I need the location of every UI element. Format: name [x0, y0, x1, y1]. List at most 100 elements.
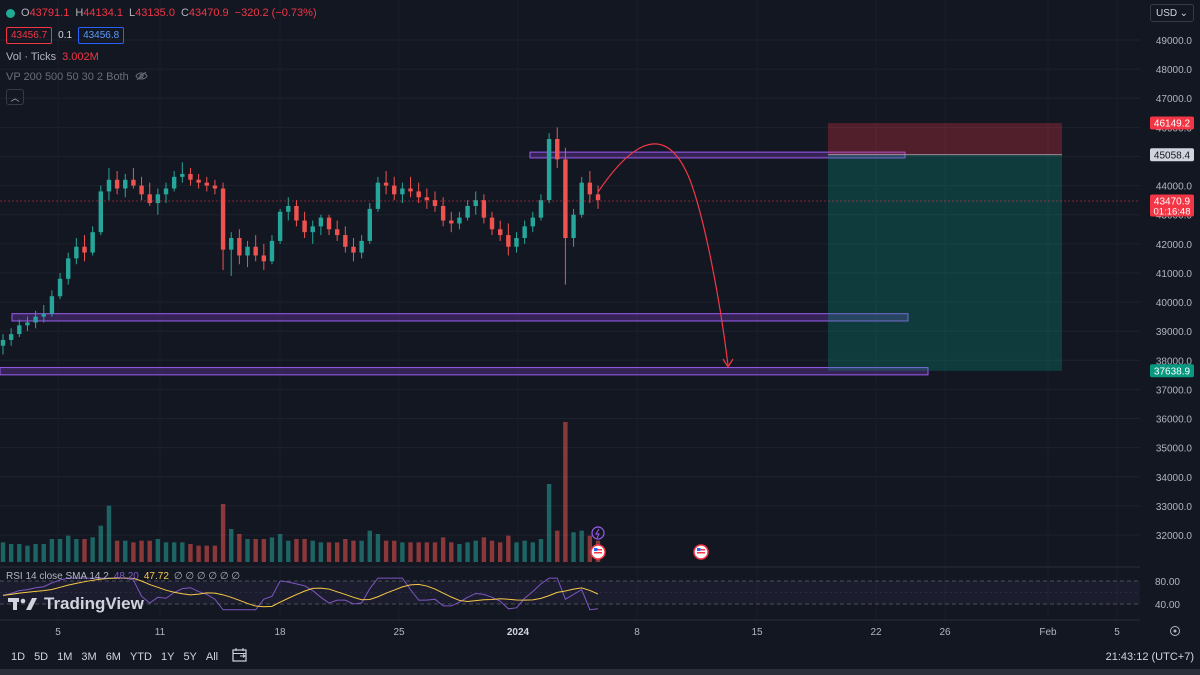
candle-body: [563, 159, 568, 238]
price-tick-label: 40000.0: [1156, 298, 1193, 309]
candle-body: [49, 296, 55, 314]
candle-body: [25, 322, 30, 326]
range-5d-button[interactable]: 5D: [34, 651, 49, 663]
price-tick-label: 42000.0: [1156, 240, 1193, 251]
time-tick-label: 22: [870, 627, 882, 638]
low-label: L: [129, 7, 136, 19]
volume-bar: [196, 545, 201, 562]
volume-bar: [204, 545, 209, 562]
range-ytd-button[interactable]: YTD: [129, 651, 152, 663]
change-value: −320.2 (−0.73%): [234, 7, 317, 19]
candle-body: [595, 194, 601, 201]
price-tick-label: 33000.0: [1156, 502, 1193, 513]
calendar-goto-icon[interactable]: [232, 648, 248, 666]
candle-body: [506, 235, 511, 247]
market-status-icon[interactable]: [6, 8, 15, 18]
volume-bar: [17, 544, 22, 562]
spread-value: 0.1: [58, 30, 73, 41]
low-value: 43135.0: [135, 7, 175, 19]
volume-indicator-legend[interactable]: Vol · Ticks 3.002M: [6, 50, 317, 64]
volume-bar: [392, 540, 397, 562]
price-tag-label: 45058.4: [1154, 150, 1191, 161]
rsi-pane: 80.00 40.00: [0, 566, 1180, 621]
volume-profile-legend[interactable]: VP 200 500 50 30 2 Both: [6, 70, 317, 84]
volume-bar: [66, 535, 71, 562]
range-1d-button[interactable]: 1D: [11, 651, 26, 663]
time-tick-label: 15: [751, 627, 763, 638]
range-5y-button[interactable]: 5Y: [183, 651, 197, 663]
price-tick-label: 37000.0: [1156, 385, 1193, 396]
volume-bar: [277, 534, 283, 562]
candle-body: [90, 232, 95, 253]
candle-body: [571, 214, 576, 238]
candle-body: [579, 182, 584, 215]
candle-body: [359, 240, 364, 253]
volume-bar: [424, 542, 430, 562]
range-6m-button[interactable]: 6M: [105, 651, 121, 663]
price-tick-label: 39000.0: [1156, 327, 1193, 338]
range-1y-button[interactable]: 1Y: [160, 651, 175, 663]
volume-bar: [538, 539, 544, 562]
support-resistance-zones: [0, 151, 929, 376]
volume-bar: [563, 422, 568, 562]
range-3m-button[interactable]: 3M: [81, 651, 97, 663]
candle-body: [457, 217, 462, 224]
candlestick-series: [0, 127, 601, 355]
collapse-legend-button[interactable]: ︿: [6, 89, 24, 105]
candle-body: [530, 217, 535, 227]
rsi-legend[interactable]: RSI 14 close SMA 14 2 48.20 47.72 ∅ ∅ ∅ …: [6, 571, 240, 582]
us-flag-stripe: [697, 552, 705, 554]
candle-body: [171, 176, 177, 189]
volume-bar: [334, 542, 340, 562]
candle-body: [147, 194, 152, 204]
volume-bar: [408, 542, 413, 562]
volume-bar: [41, 544, 46, 562]
candle-body: [204, 182, 209, 186]
volume-bar: [220, 504, 226, 562]
currency-selector[interactable]: USD ⌄: [1150, 4, 1194, 22]
us-flag-stripe: [594, 549, 602, 551]
price-tick-label: 36000.0: [1156, 415, 1193, 426]
candle-body: [383, 182, 389, 186]
volume-bar: [131, 542, 136, 562]
price-tags: 46149.2 45058.4 43470.901:16:48 37638.9: [1150, 116, 1194, 378]
candle-body: [465, 205, 470, 218]
time-tick-label: 25: [393, 627, 405, 638]
settings-gear-icon: [1170, 626, 1180, 636]
candle-body: [66, 258, 71, 279]
candle-body: [180, 173, 185, 177]
volume-bar: [383, 540, 389, 562]
candle-body: [489, 217, 495, 230]
rsi-tick-label: 40.00: [1155, 600, 1180, 611]
volume-bar: [457, 544, 462, 562]
us-flag-canton: [594, 548, 598, 551]
volume-bar: [286, 540, 291, 562]
candle-body: [74, 246, 79, 259]
volume-bar: [139, 540, 144, 562]
sell-button[interactable]: 43456.7: [6, 27, 53, 44]
volume-bar: [359, 540, 364, 562]
volume-bar: [106, 505, 112, 562]
candle-body: [375, 182, 381, 209]
volume-bar: [367, 530, 372, 562]
time-tick-label: 11: [155, 627, 166, 638]
price-tag-target: [1150, 364, 1194, 378]
time-tick-label: 5: [1114, 627, 1120, 638]
volume-profile-label: VP 200 500 50 30 2 Both: [6, 71, 129, 83]
price-tick-label: 49000.0: [1156, 36, 1193, 47]
range-1m-button[interactable]: 1M: [57, 651, 73, 663]
candle-body: [188, 173, 193, 180]
volume-bar: [432, 542, 438, 562]
range-all-button[interactable]: All: [205, 651, 219, 663]
clock-timezone[interactable]: 21:43:12 (UTC+7): [1105, 651, 1194, 663]
buy-button[interactable]: 43456.8: [78, 27, 125, 44]
settings-gear-center: [1173, 629, 1177, 633]
eye-hidden-icon[interactable]: [135, 71, 148, 84]
candle-body: [253, 246, 258, 256]
price-tick-label: 32000.0: [1156, 531, 1193, 542]
volume-bar: [555, 530, 560, 562]
open-value: 43791.1: [29, 7, 70, 19]
candle-body: [555, 139, 560, 160]
tradingview-logo[interactable]: TradingView: [8, 594, 144, 614]
